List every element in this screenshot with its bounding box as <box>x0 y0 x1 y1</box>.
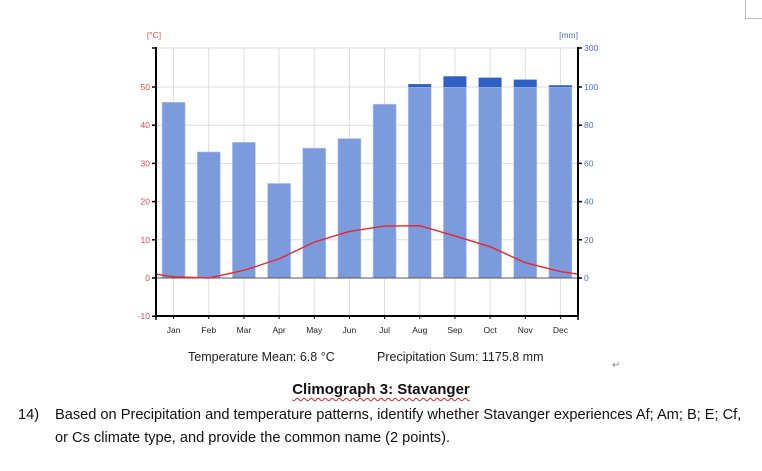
month-label-jan: Jan <box>167 325 181 335</box>
right-tick-label: 60 <box>584 158 594 168</box>
month-label-apr: Apr <box>272 325 285 335</box>
month-label-mar: Mar <box>237 325 252 335</box>
precip-bar-nov <box>513 86 538 279</box>
precip-bar-apr <box>267 183 291 279</box>
right-tick-label: 300 <box>584 43 598 53</box>
right-axis-label: [mm] <box>559 30 578 40</box>
precip-bar-dec <box>548 86 573 279</box>
month-label-may: May <box>306 325 323 335</box>
precip-bar-sep <box>443 86 467 279</box>
left-tick-label: 20 <box>141 197 151 207</box>
month-label-jun: Jun <box>343 325 357 335</box>
precip-bar-excess-dec <box>548 85 572 87</box>
question-paragraph[interactable]: 14) Based on Precipitation and temperatu… <box>18 404 753 450</box>
month-label-sep: Sep <box>447 325 462 335</box>
precip-bar-aug <box>407 86 432 279</box>
caption-title: Climograph 3: Stavanger <box>292 381 470 398</box>
left-tick-label: 10 <box>141 235 151 245</box>
left-tick-label: -10 <box>138 311 151 321</box>
precip-bar-excess-sep <box>443 76 467 87</box>
precip-bar-feb <box>196 151 221 279</box>
month-label-oct: Oct <box>483 325 497 335</box>
page-corner-mark <box>745 0 746 18</box>
precip-bar-may <box>302 147 327 279</box>
left-tick-label: 30 <box>141 158 151 168</box>
page-corner-mark <box>745 18 762 19</box>
left-tick-label: 0 <box>145 273 150 283</box>
month-label-dec: Dec <box>553 325 569 335</box>
right-tick-label: 0 <box>584 273 589 283</box>
temperature-line <box>155 224 579 279</box>
month-label-feb: Feb <box>201 325 216 335</box>
left-axis-label: [°C] <box>147 30 161 40</box>
month-label-aug: Aug <box>412 325 427 335</box>
month-label-nov: Nov <box>518 325 534 335</box>
precip-bar-excess-aug <box>408 84 432 87</box>
month-label-jul: Jul <box>379 325 390 335</box>
left-tick-label: 40 <box>141 120 151 130</box>
right-tick-label: 80 <box>584 120 594 130</box>
right-tick-label: 20 <box>584 235 594 245</box>
precip-bar-jun <box>337 138 362 279</box>
precip-bar-oct <box>478 86 502 279</box>
precipitation-sum: Precipitation Sum: 1175.8 mm <box>377 350 544 364</box>
precip-bar-mar <box>232 142 256 279</box>
question-text: Based on Precipitation and temperature p… <box>55 407 742 446</box>
left-tick-label: 50 <box>141 82 151 92</box>
precip-bar-excess-oct <box>478 77 502 87</box>
precip-bar-excess-nov <box>513 79 537 87</box>
right-tick-label: 100 <box>584 82 598 92</box>
climograph-chart: -10 0 10 20 30 40 50 [°C] 0 20 40 60 80 100 300 [mm] Jan… <box>138 30 599 335</box>
precip-bar-jul <box>372 103 397 279</box>
right-tick-label: 40 <box>584 197 594 207</box>
question-number: 14) <box>18 407 40 423</box>
paragraph-mark: ↵ <box>612 360 621 371</box>
temperature-mean: Temperature Mean: 6.8 °C <box>188 350 335 364</box>
figure-caption: Climograph 3: Stavanger <box>0 381 762 398</box>
precip-bar-jan <box>161 101 186 279</box>
